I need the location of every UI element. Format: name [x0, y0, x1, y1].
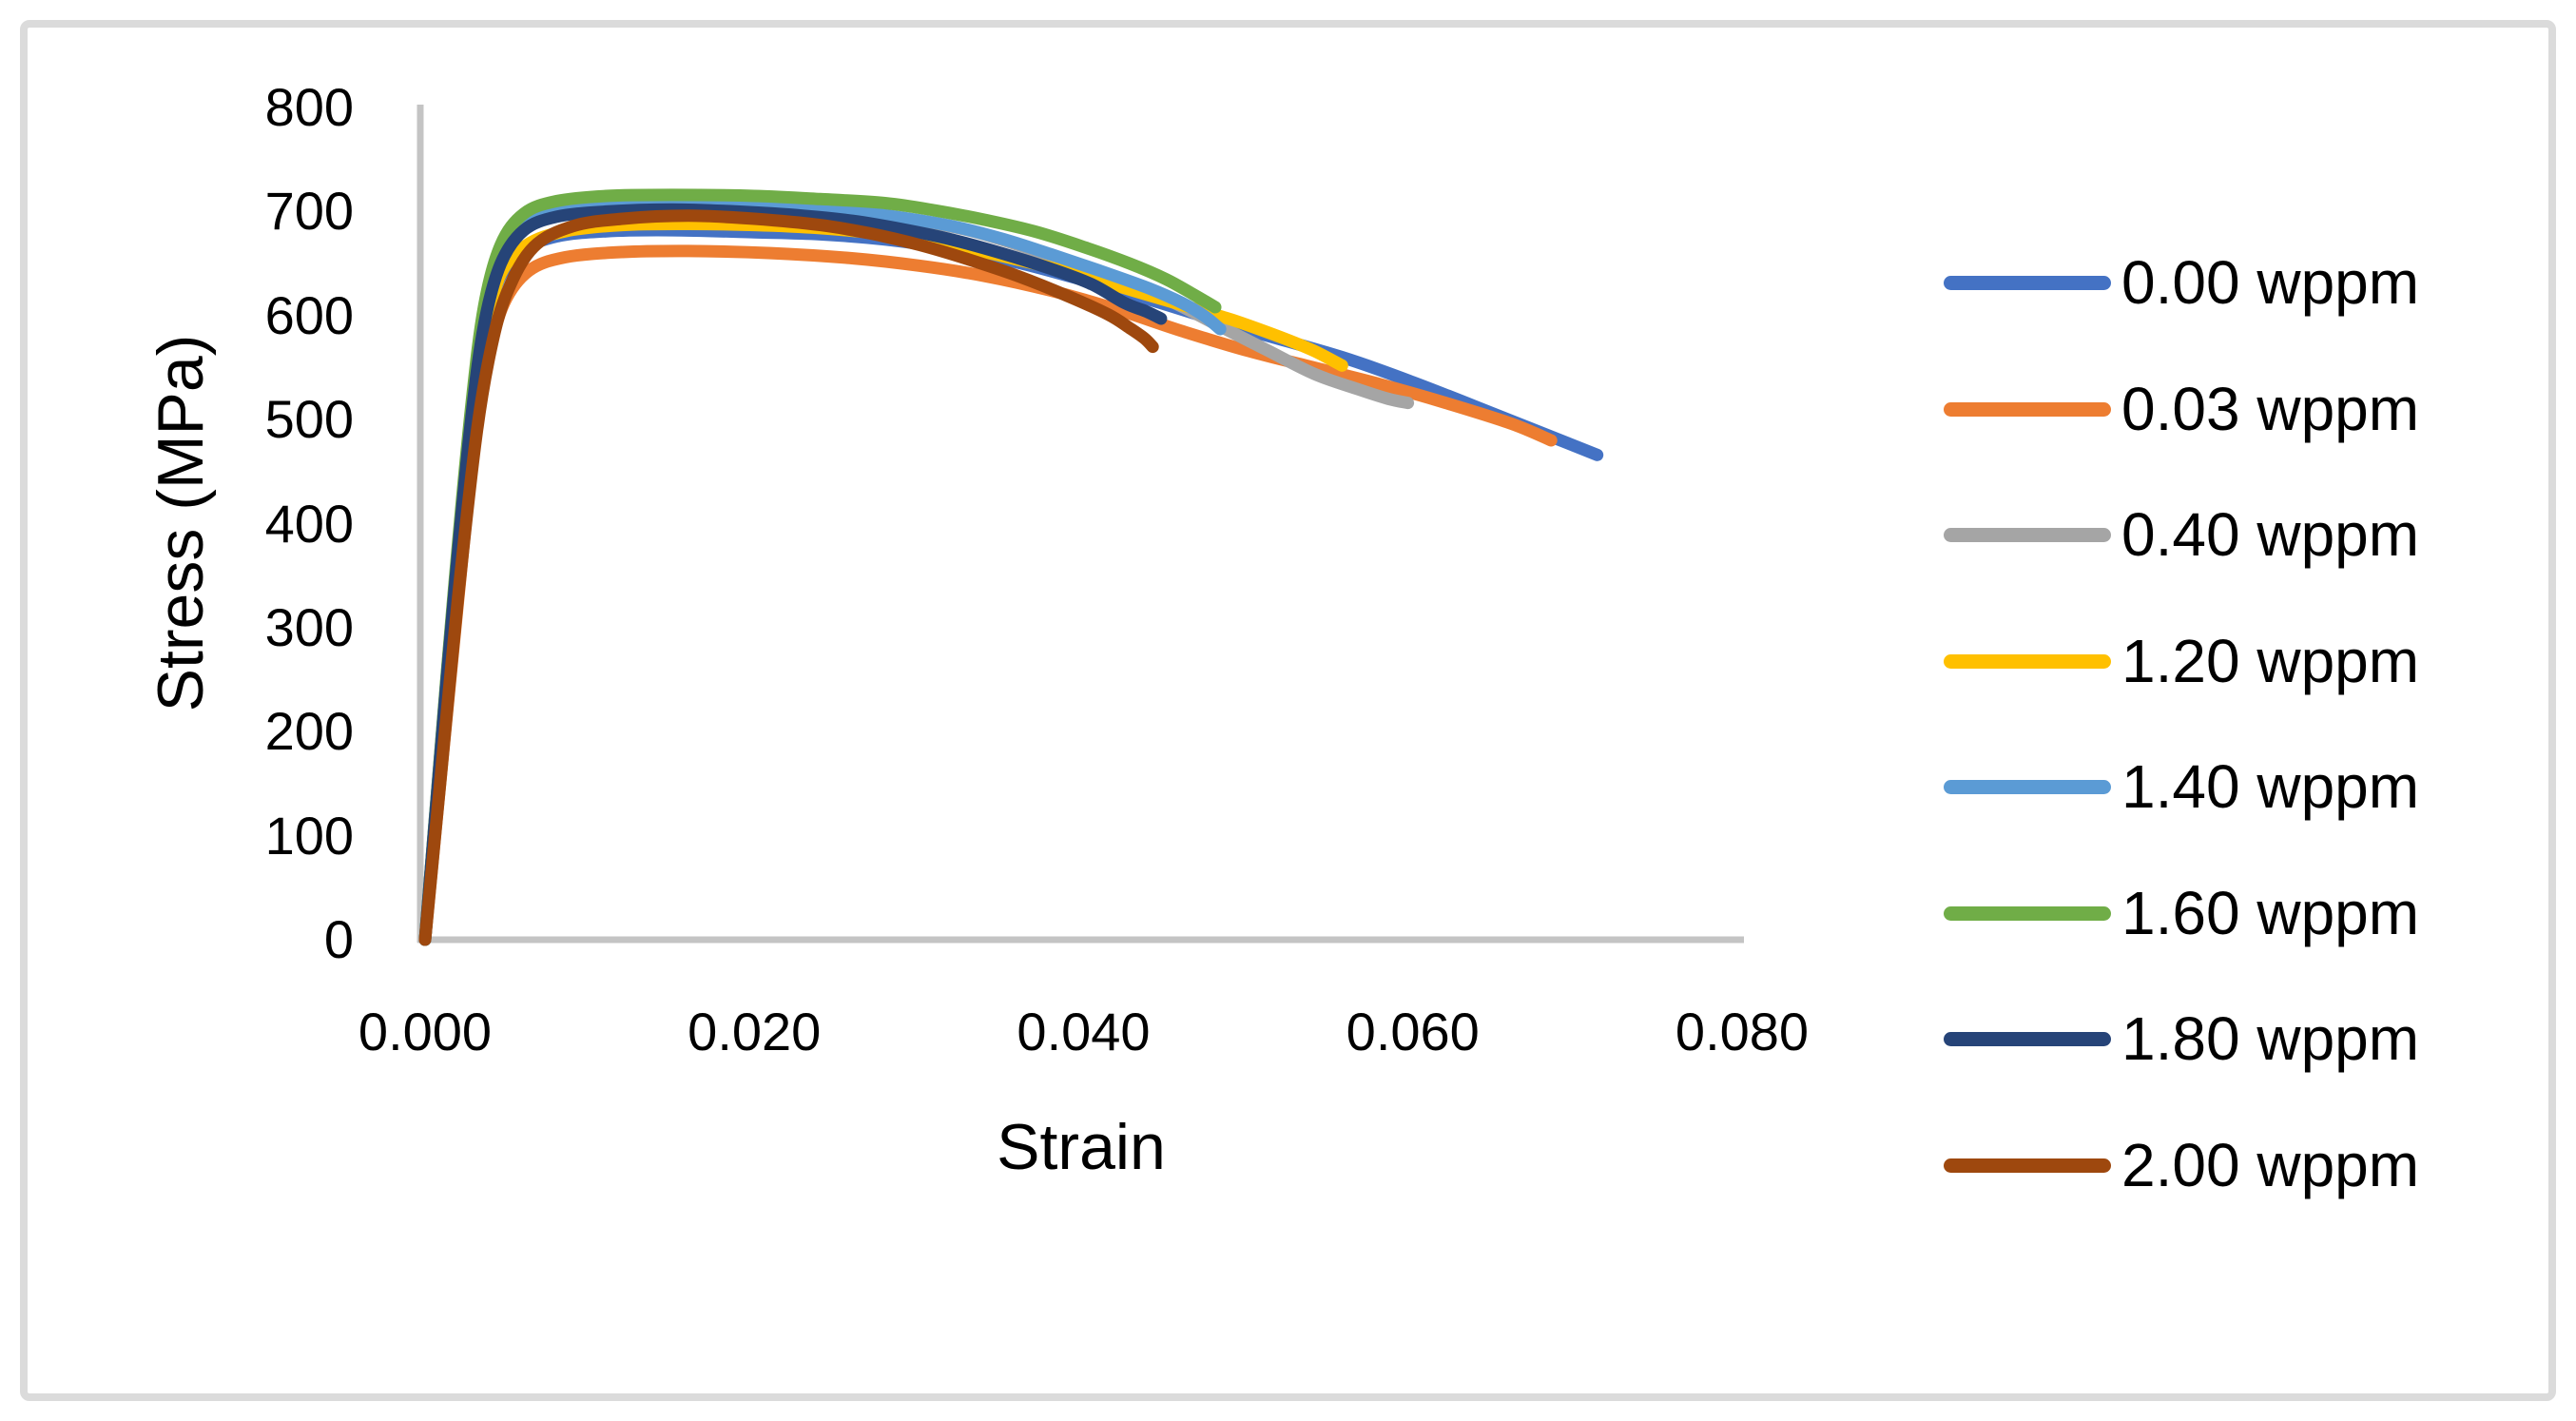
x-tick-label: 0.040 — [1017, 1002, 1151, 1061]
x-tick-label: 0.020 — [688, 1002, 822, 1061]
y-tick-label: 200 — [264, 701, 354, 762]
y-tick-label: 800 — [264, 77, 354, 137]
series-line-0.40-wppm — [418, 199, 1415, 946]
y-tick-label: 600 — [264, 284, 354, 345]
y-axis-title: Stress (MPa) — [145, 334, 217, 712]
y-tick-label: 700 — [264, 181, 354, 242]
series-line-0.03-wppm — [418, 244, 1558, 946]
series-lines — [418, 188, 1604, 946]
x-tick-label: 0.060 — [1346, 1002, 1480, 1061]
y-tick-label: 400 — [264, 493, 354, 554]
y-tick-label: 0 — [323, 909, 354, 969]
series-line-2.00-wppm — [418, 209, 1159, 946]
x-axis-title: Strain — [997, 1111, 1166, 1183]
y-tick-label: 500 — [264, 389, 354, 450]
series-line-1.80-wppm — [418, 203, 1168, 946]
series-line-0.00-wppm — [418, 224, 1604, 946]
y-tick-label: 300 — [264, 596, 354, 657]
x-tick-label: 0.000 — [358, 1002, 493, 1061]
y-tick-label: 100 — [264, 805, 354, 866]
series-line-1.20-wppm — [418, 217, 1348, 946]
x-tick-label: 0.080 — [1675, 1002, 1810, 1061]
